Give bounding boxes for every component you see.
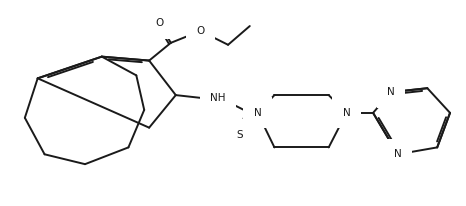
- Text: N: N: [343, 108, 350, 118]
- Text: N: N: [387, 87, 395, 97]
- Text: O: O: [196, 26, 205, 36]
- Text: O: O: [155, 18, 163, 28]
- Text: N: N: [254, 108, 261, 118]
- Text: N: N: [394, 149, 402, 159]
- Text: S: S: [237, 130, 243, 139]
- Text: NH: NH: [210, 93, 226, 103]
